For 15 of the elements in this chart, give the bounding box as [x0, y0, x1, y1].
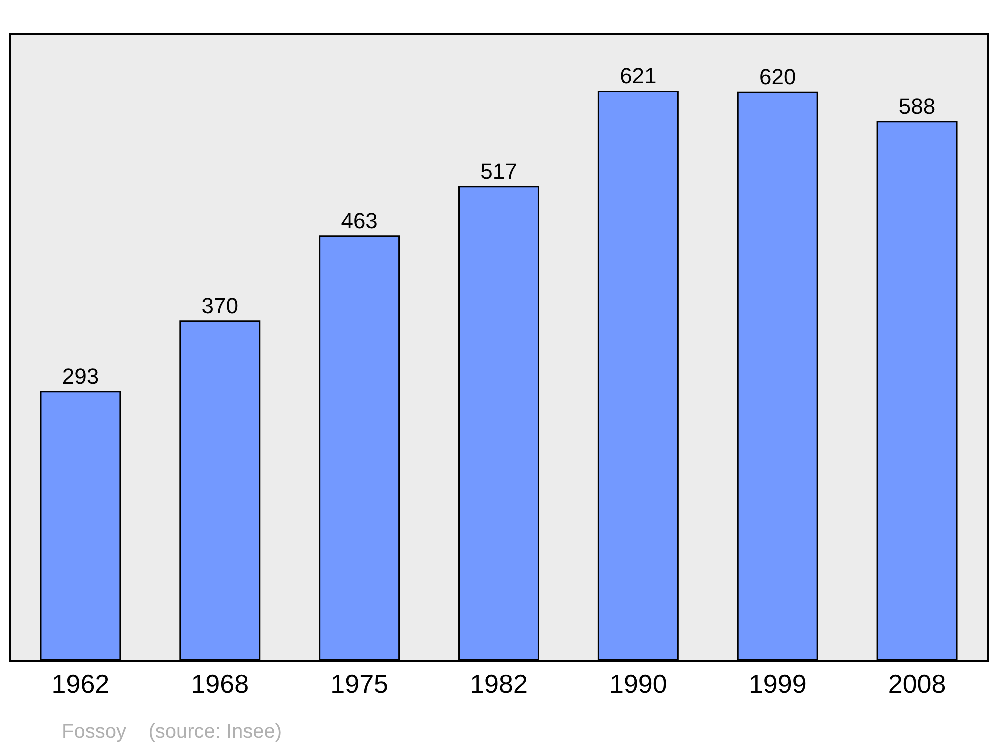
x-tick-label: 1962: [52, 669, 110, 700]
x-tick-label: 1982: [470, 669, 528, 700]
text: Fossoy (source: Insee): [62, 721, 282, 743]
x-tick-label: 1999: [748, 669, 807, 700]
x-tick-label: 1968: [191, 669, 250, 700]
x-tick-label: 2008: [888, 669, 946, 700]
data-label: 517: [480, 158, 518, 184]
x-tick-label: 1990: [610, 669, 668, 700]
data-label: 621: [620, 64, 657, 89]
data-label: 588: [898, 94, 936, 119]
data-label: 370: [202, 293, 239, 318]
data-label: 463: [341, 208, 378, 234]
x-tick-label: 1975: [330, 669, 388, 700]
data-label: 293: [62, 364, 100, 389]
data-label: 620: [759, 64, 796, 90]
